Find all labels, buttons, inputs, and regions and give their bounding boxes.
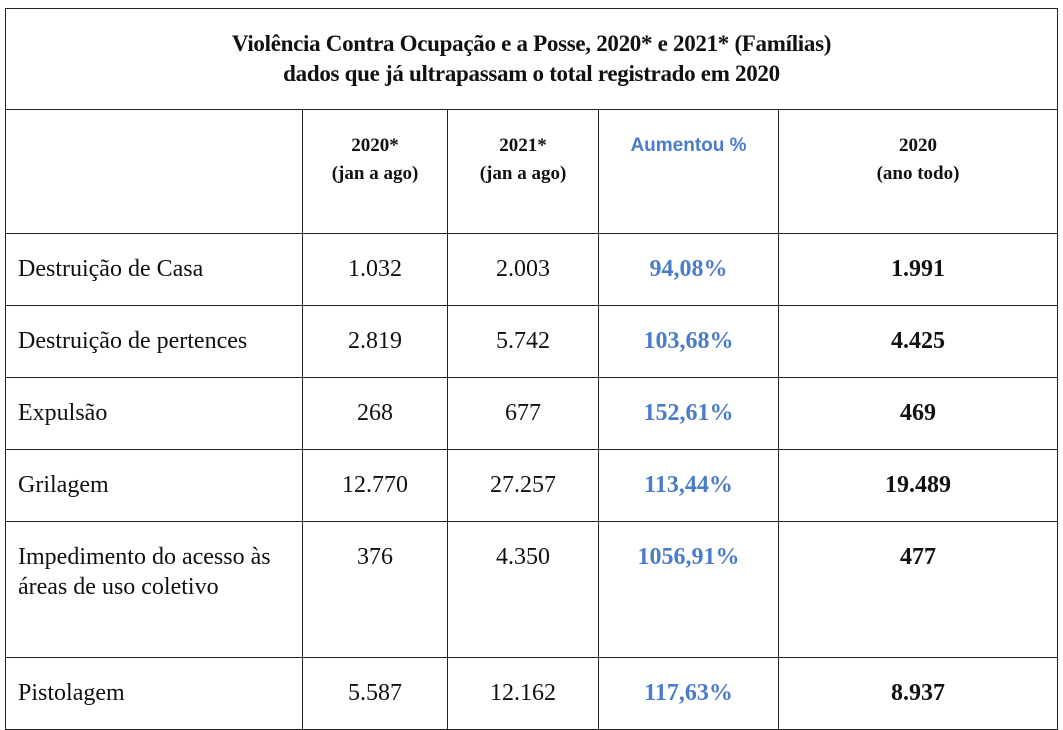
value-2020: 1.032 (302, 233, 448, 306)
column-header: 2020* (jan a ago) (302, 109, 448, 234)
row-label: Impedimento do acesso às áreas de uso co… (5, 521, 303, 658)
row-label: Grilagem (5, 449, 303, 522)
row-label: Destruição de Casa (5, 233, 303, 306)
total-2020: 4.425 (778, 305, 1058, 378)
value-2021: 4.350 (447, 521, 599, 658)
table-row: Expulsão 268 677 152,61% 469 (5, 377, 1058, 450)
value-2020: 12.770 (302, 449, 448, 522)
column-header: Aumentou % (598, 109, 779, 234)
total-2020: 8.937 (778, 657, 1058, 730)
column-header-line1: 2020* (351, 135, 399, 156)
value-2021: 5.742 (447, 305, 599, 378)
table-title: Violência Contra Ocupação e a Posse, 202… (5, 8, 1058, 110)
column-header (5, 109, 303, 234)
column-header-line2: (jan a ago) (479, 163, 567, 184)
value-2021: 27.257 (447, 449, 599, 522)
column-header-line1: 2021* (499, 135, 547, 156)
column-header-line2: (ano todo) (876, 163, 960, 184)
table-row: Grilagem 12.770 27.257 113,44% 19.489 (5, 449, 1058, 522)
total-2020: 1.991 (778, 233, 1058, 306)
table-row: Destruição de Casa 1.032 2.003 94,08% 1.991 (5, 233, 1058, 306)
table-row: Pistolagem 5.587 12.162 117,63% 8.937 (5, 657, 1058, 730)
column-header: 2020 (ano todo) (778, 109, 1058, 234)
increase-percent: 113,44% (598, 449, 779, 522)
row-label: Expulsão (5, 377, 303, 450)
table-row: Impedimento do acesso às áreas de uso co… (5, 521, 1058, 658)
increase-percent: 152,61% (598, 377, 779, 450)
row-label: Pistolagem (5, 657, 303, 730)
title-line-2: dados que já ultrapassam o total registr… (283, 61, 780, 86)
value-2021: 2.003 (447, 233, 599, 306)
table-row: Destruição de pertences 2.819 5.742 103,68%… (5, 305, 1058, 378)
title-line-1: Violência Contra Ocupação e a Posse, 202… (231, 31, 832, 56)
value-2020: 268 (302, 377, 448, 450)
column-header: 2021* (jan a ago) (447, 109, 599, 234)
column-header-line1: Aumentou % (630, 135, 747, 156)
value-2020: 376 (302, 521, 448, 658)
increase-percent: 117,63% (598, 657, 779, 730)
column-header-line2: (jan a ago) (331, 163, 419, 184)
increase-percent: 1056,91% (598, 521, 779, 658)
value-2020: 5.587 (302, 657, 448, 730)
value-2020: 2.819 (302, 305, 448, 378)
violence-table: Violência Contra Ocupação e a Posse, 202… (5, 8, 1058, 730)
column-header-line1: 2020 (899, 135, 937, 156)
total-2020: 19.489 (778, 449, 1058, 522)
increase-percent: 103,68% (598, 305, 779, 378)
value-2021: 677 (447, 377, 599, 450)
row-label: Destruição de pertences (5, 305, 303, 378)
total-2020: 477 (778, 521, 1058, 658)
increase-percent: 94,08% (598, 233, 779, 306)
value-2021: 12.162 (447, 657, 599, 730)
total-2020: 469 (778, 377, 1058, 450)
